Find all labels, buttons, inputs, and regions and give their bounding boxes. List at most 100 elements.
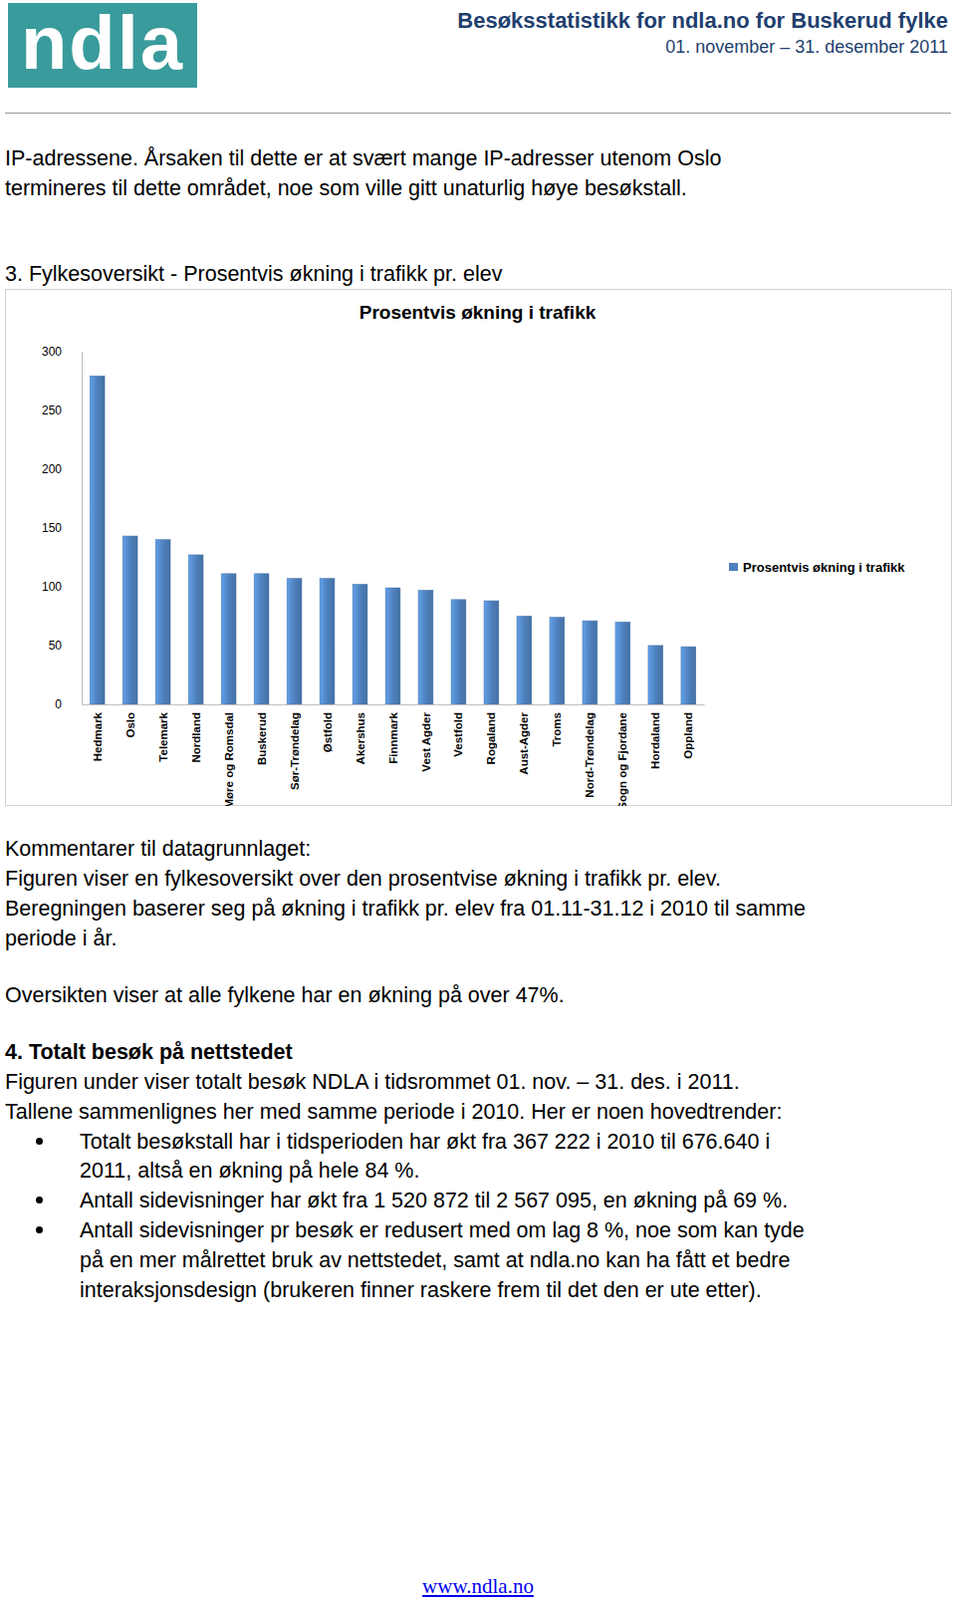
x-tick: Akershus xyxy=(354,704,367,764)
x-tick: Oslo xyxy=(124,704,137,738)
x-tick: Rogaland xyxy=(484,704,497,764)
x-tick: Vest Agder xyxy=(420,704,433,772)
bar xyxy=(352,583,368,705)
y-tick: 250 xyxy=(41,403,82,418)
section-heading: 3. Fylkesoversikt - Prosentvis økning i … xyxy=(4,259,502,288)
x-tick-label: Finnmark xyxy=(387,711,400,763)
bar xyxy=(221,573,237,705)
bar xyxy=(155,539,171,705)
bullet-line: interaksjonsdesign (brukeren finner rask… xyxy=(79,1275,762,1304)
x-tick-label: Telemark xyxy=(157,711,170,761)
x-tick-label: Sør-Trøndelag xyxy=(288,712,301,790)
x-tick-label: Vestfold xyxy=(452,712,465,757)
bullet-line: Antall sidevisninger pr besøk er reduser… xyxy=(79,1215,805,1244)
bar xyxy=(286,578,302,705)
x-tick: Nordland xyxy=(190,704,203,762)
y-tick-label: 100 xyxy=(41,579,62,594)
legend: Prosentvis økning i trafikk xyxy=(728,559,906,575)
y-tick: 0 xyxy=(54,697,82,712)
paragraph-line: Beregningen baserer seg på økning i traf… xyxy=(4,894,806,923)
y-tick: 100 xyxy=(41,579,82,594)
y-tick-label: 200 xyxy=(41,462,62,477)
bar xyxy=(516,615,532,705)
x-tick: Buskerud xyxy=(255,704,268,765)
bullet xyxy=(35,1225,43,1233)
bar xyxy=(188,554,204,705)
bullet-line: 2011, altså en økning på hele 84 %. xyxy=(79,1156,420,1185)
legend-label: Prosentvis økning i trafikk xyxy=(742,559,906,575)
x-tick-label: Nord-Trøndelag xyxy=(583,712,596,798)
bar xyxy=(681,646,697,705)
y-tick: 50 xyxy=(48,638,82,653)
bullet xyxy=(35,1137,43,1145)
x-tick-label: Rogaland xyxy=(484,712,497,764)
x-tick-label: Hedmark xyxy=(91,711,104,761)
x-tick-label: Hordaland xyxy=(649,712,662,769)
section-heading: 4. Totalt besøk på nettstedet xyxy=(4,1037,293,1066)
x-tick-label: Troms xyxy=(550,712,563,747)
bar xyxy=(385,587,401,705)
bar xyxy=(418,589,434,705)
x-axis-line xyxy=(82,704,706,706)
x-tick-label: Buskerud xyxy=(255,712,268,765)
chart-frame xyxy=(5,289,953,806)
bar xyxy=(483,600,499,705)
y-tick: 200 xyxy=(41,462,82,477)
bullet-line: på en mer målrettet bruk av nettstedet, … xyxy=(79,1245,791,1274)
paragraph-line: Oversikten viser at alle fylkene har en … xyxy=(4,980,565,1009)
y-tick: 300 xyxy=(41,344,82,359)
y-tick: 150 xyxy=(41,520,82,535)
x-tick: Sør-Trøndelag xyxy=(288,704,301,790)
legend-swatch xyxy=(728,562,738,571)
x-tick-label: Aust-Agder xyxy=(517,711,530,774)
bar xyxy=(89,375,105,705)
x-tick: Finnmark xyxy=(387,704,400,764)
x-tick-label: Oslo xyxy=(124,712,137,738)
x-tick: Østfold xyxy=(321,704,334,752)
y-tick-label: 250 xyxy=(41,403,62,418)
y-tick-label: 300 xyxy=(41,344,62,359)
logo-text: ndla xyxy=(7,2,198,88)
x-tick: Vestfold xyxy=(452,704,465,757)
x-tick: Telemark xyxy=(157,704,170,762)
x-tick: Aust-Agder xyxy=(517,704,530,775)
header-period: 01. november – 31. desember 2011 xyxy=(665,36,949,58)
x-tick: Troms xyxy=(550,704,563,747)
bullet-line: Totalt besøkstall har i tidsperioden har… xyxy=(79,1127,770,1156)
paragraph-line: termineres til dette området, noe som vi… xyxy=(4,174,688,203)
page: ndla Besøksstatistikk for ndla.no for Bus… xyxy=(0,0,956,1600)
paragraph-line: Kommentarer til datagrunnlaget: xyxy=(4,834,311,863)
x-tick-label: Østfold xyxy=(321,712,334,752)
x-tick-label: Sogn og Fjordane xyxy=(616,712,629,806)
bar xyxy=(451,599,467,705)
bullet-line: Antall sidevisninger har økt fra 1 520 8… xyxy=(79,1186,788,1214)
chart: Prosentvis økning i trafikk 0 50 100 150 200 2… xyxy=(4,288,953,806)
y-tick-label: 150 xyxy=(41,520,62,535)
x-tick-label: Nordland xyxy=(190,712,203,762)
x-tick: Sogn og Fjordane xyxy=(616,704,629,806)
x-tick: Møre og Romsdal xyxy=(223,704,236,806)
bullet xyxy=(35,1195,43,1203)
bar xyxy=(648,645,664,705)
y-axis: 0 50 100 150 200 250 300 xyxy=(41,344,83,712)
chart-title: Prosentvis økning i trafikk xyxy=(359,301,597,323)
bar xyxy=(615,621,631,705)
header-title: Besøksstatistikk for ndla.no for Buskeru… xyxy=(457,7,949,34)
y-tick-label: 0 xyxy=(54,697,62,712)
paragraph-line: Figuren under viser totalt besøk NDLA i … xyxy=(4,1067,740,1096)
bars xyxy=(89,375,697,705)
x-tick-label: Oppland xyxy=(682,712,695,759)
bar xyxy=(122,535,138,705)
bar xyxy=(582,620,598,705)
y-axis-line xyxy=(81,351,83,706)
bar xyxy=(319,578,335,705)
x-axis: Hedmark Oslo Telemark Nordland Møre og Romsd… xyxy=(82,704,706,806)
x-tick-label: Akershus xyxy=(354,712,367,764)
bar xyxy=(549,617,565,705)
y-tick-label: 50 xyxy=(48,638,63,653)
footer-link[interactable]: www.ndla.no xyxy=(0,1573,956,1599)
paragraph-line: periode i år. xyxy=(4,924,117,953)
bar xyxy=(253,573,269,705)
x-tick-label: Møre og Romsdal xyxy=(223,712,236,806)
paragraph-line: Figuren viser en fylkesoversikt over den… xyxy=(4,864,721,893)
